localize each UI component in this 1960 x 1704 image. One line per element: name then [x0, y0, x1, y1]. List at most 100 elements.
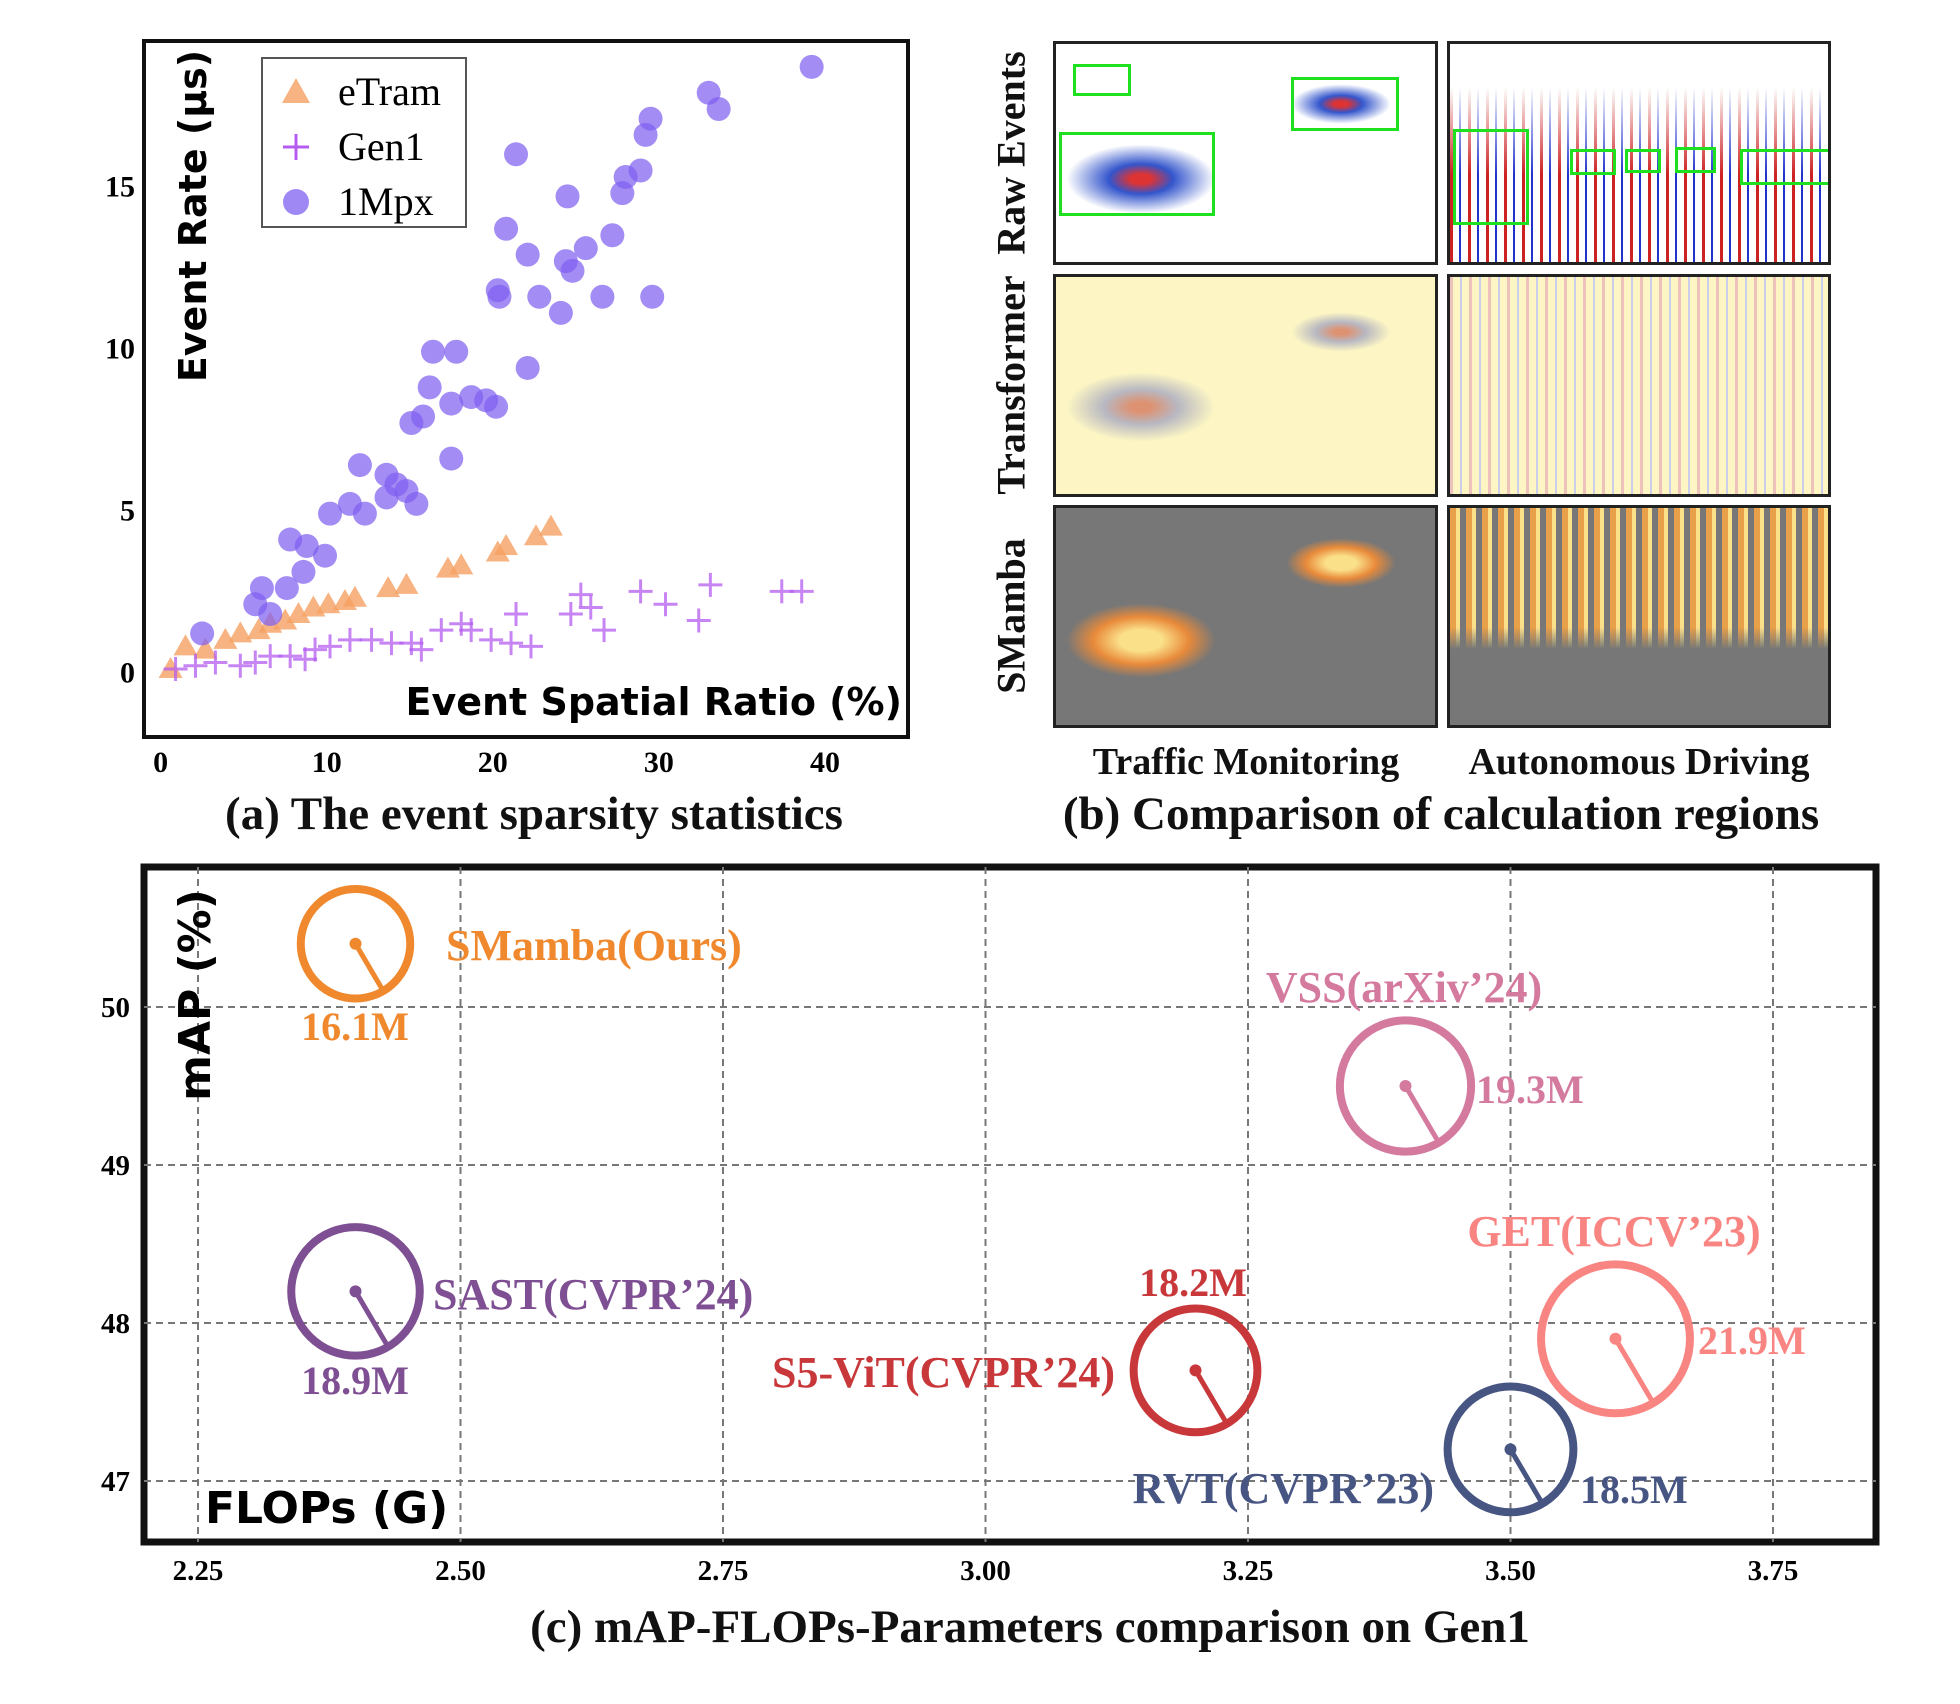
legend-label: eTram — [338, 69, 441, 114]
image-transformer-traffic — [1053, 274, 1438, 497]
gen1-point — [592, 618, 617, 643]
model-name-label: VSS(arXiv’24) — [1266, 963, 1542, 1012]
image-raw-driving — [1447, 41, 1831, 265]
model-bubble — [287, 1223, 424, 1360]
gen1-point — [459, 618, 484, 643]
model-params-label: 16.1M — [301, 1004, 409, 1049]
1mpx-point — [633, 122, 658, 147]
1mpx-point — [560, 258, 585, 283]
1mpx-point — [444, 339, 469, 364]
model-bubble — [1335, 1016, 1476, 1156]
gen1-point — [318, 634, 343, 659]
gen1-point — [449, 611, 474, 636]
model-radius-line — [1613, 1337, 1655, 1404]
gen1-point — [653, 592, 678, 617]
gen1-point — [203, 650, 228, 675]
1mpx-point — [548, 300, 573, 325]
image-smamba-driving — [1447, 505, 1831, 728]
x-tick-label: 40 — [810, 746, 840, 779]
model-params-label: 18.5M — [1580, 1467, 1688, 1512]
gen1-point — [278, 644, 303, 669]
model-name-label: GET(ICCV’23) — [1467, 1207, 1760, 1256]
x-axis-label: FLOPs (G) — [205, 1483, 448, 1534]
1mpx-point — [487, 284, 512, 309]
etram-point — [394, 572, 419, 594]
1mpx-point — [527, 284, 552, 309]
model-bubble — [1129, 1304, 1262, 1437]
caption-a: (a) The event sparsity statistics — [225, 788, 843, 840]
image-transformer-driving — [1447, 274, 1831, 497]
column-label-driving: Autonomous Driving — [1468, 741, 1810, 783]
etram-point — [273, 608, 298, 630]
1mpx-point — [515, 355, 540, 380]
gen1-point — [183, 653, 208, 678]
x-tick-label: 2.25 — [173, 1555, 224, 1587]
1mpx-point — [352, 501, 377, 526]
1mpx-point — [190, 621, 215, 646]
model-params-label: 18.2M — [1139, 1260, 1247, 1305]
model-params-label: 19.3M — [1476, 1067, 1584, 1112]
gen1-point — [399, 631, 424, 656]
model-radius-line — [1193, 1369, 1229, 1425]
1mpx-point — [347, 453, 372, 478]
model-radius-line — [1508, 1448, 1545, 1505]
gen1-point — [303, 637, 328, 662]
etram-point — [376, 576, 401, 598]
model-radius-line — [353, 1290, 390, 1348]
1mpx-point — [417, 375, 442, 400]
caption-b: (b) Comparison of calculation regions — [1062, 788, 1820, 840]
x-axis-label: Event Spatial Ratio (%) — [406, 680, 903, 724]
etram-point — [173, 634, 198, 656]
legend-plus-icon — [283, 134, 309, 160]
1mpx-point — [600, 223, 625, 248]
1mpx-point — [258, 601, 283, 626]
y-tick-label: 49 — [101, 1150, 130, 1182]
1mpx-point — [374, 485, 399, 510]
etram-point — [494, 534, 519, 556]
legend-label: 1Mpx — [338, 179, 434, 224]
image-raw-traffic — [1053, 41, 1438, 265]
y-tick-label: 0 — [120, 656, 135, 689]
1mpx-point — [294, 534, 319, 559]
gen1-point — [628, 579, 653, 604]
legend-label: Gen1 — [338, 124, 425, 169]
1mpx-point — [494, 216, 519, 241]
legend: eTram Gen1 1Mpx — [261, 57, 467, 228]
1mpx-point — [706, 96, 731, 121]
x-tick-label: 10 — [312, 746, 342, 779]
gen1-point — [698, 572, 723, 597]
y-axis-label: Event Rate (μs) — [171, 50, 215, 382]
row-label-raw-events: Raw Events — [988, 51, 1034, 255]
x-tick-label: 20 — [478, 746, 508, 779]
etram-point — [228, 621, 253, 643]
y-tick-label: 47 — [101, 1466, 130, 1498]
etram-point — [213, 627, 238, 649]
etram-point — [286, 601, 311, 623]
model-params-label: 21.9M — [1698, 1318, 1806, 1363]
gen1-point — [163, 657, 188, 682]
1mpx-point — [274, 576, 299, 601]
row-label-transformer: Transformer — [988, 275, 1034, 495]
1mpx-point — [318, 501, 343, 526]
gen1-point — [228, 653, 253, 678]
etram-point — [246, 618, 271, 640]
etram-point — [193, 637, 218, 659]
model-name-label: RVT(CVPR’23) — [1132, 1464, 1434, 1513]
1mpx-point — [515, 242, 540, 267]
x-tick-label: 30 — [644, 746, 674, 779]
gen1-point — [558, 601, 583, 626]
gen1-point — [686, 608, 711, 633]
plot-frame — [140, 863, 1880, 1546]
etram-point — [342, 585, 367, 607]
model-radius-line — [1403, 1084, 1441, 1144]
gen1-point — [504, 601, 529, 626]
model-radius-line — [353, 942, 386, 992]
1mpx-point — [439, 391, 464, 416]
gen1-point — [568, 582, 593, 607]
etram-point — [538, 514, 563, 536]
1mpx-point — [799, 54, 824, 79]
gen1-point — [293, 647, 318, 672]
x-tick-label: 2.50 — [435, 1555, 486, 1587]
etram-point — [523, 524, 548, 546]
